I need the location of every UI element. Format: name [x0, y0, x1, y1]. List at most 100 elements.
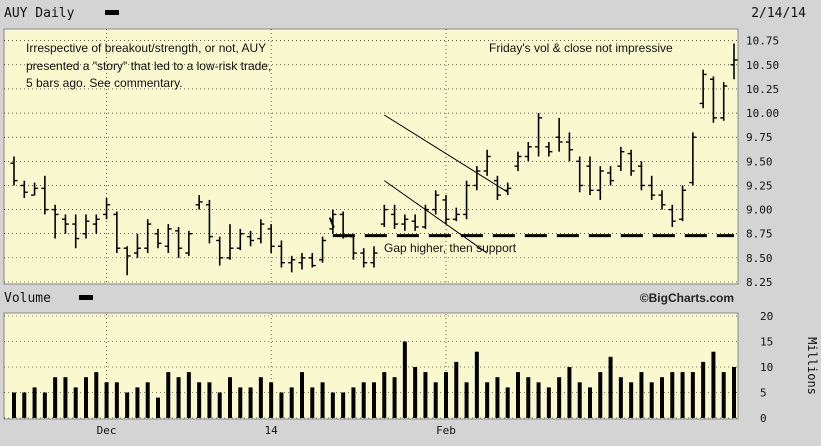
ohlc-bar — [679, 185, 687, 222]
gap-arrow-icon — [328, 217, 335, 229]
volume-bar — [526, 377, 531, 418]
ohlc-bar — [689, 132, 697, 186]
ohlc-bar — [82, 214, 90, 239]
volume-bar — [495, 377, 500, 418]
ohlc-bar — [709, 76, 717, 123]
volume-bar — [536, 382, 541, 418]
ohlc-bar — [298, 253, 306, 270]
volume-bar — [423, 372, 428, 418]
volume-bar — [156, 397, 160, 418]
volume-bar — [248, 387, 253, 418]
channel-lower-line — [383, 180, 488, 254]
volume-bar — [721, 372, 726, 418]
volume-bar — [269, 382, 274, 418]
volume-grid — [4, 314, 738, 419]
x-tick-label: Feb — [436, 424, 456, 437]
ohlc-bar — [555, 117, 563, 152]
volume-bar — [588, 387, 592, 418]
ohlc-bar — [391, 204, 399, 229]
volume-bar — [320, 382, 325, 418]
ohlc-bar — [154, 228, 162, 249]
volume-bar — [186, 372, 191, 418]
ohlc-bar — [236, 228, 244, 251]
volume-bar — [330, 392, 335, 418]
volume-bar — [711, 351, 716, 418]
ohlc-bar — [699, 69, 707, 109]
price-bars — [10, 43, 738, 276]
ohlc-bar — [103, 198, 111, 220]
price-y-axis: 10.75 10.50 10.25 10.00 9.75 9.50 9.25 9.00 8.75… — [746, 35, 779, 289]
ohlc-bar — [720, 82, 728, 121]
ohlc-bar — [247, 230, 255, 247]
ohlc-bar — [730, 43, 738, 80]
ohlc-bar — [185, 230, 193, 256]
volume-bar — [300, 372, 304, 418]
volume-bar — [464, 382, 469, 418]
ohlc-bar — [370, 246, 378, 268]
price-tick-label: 9.00 — [746, 204, 773, 217]
price-tick-label: 10.00 — [746, 107, 779, 120]
ohlc-bar — [545, 142, 553, 157]
volume-bar — [94, 372, 99, 418]
volume-bar — [42, 392, 47, 418]
ohlc-bar — [226, 224, 234, 260]
volume-bar — [32, 387, 37, 418]
ohlc-bar — [473, 166, 481, 191]
price-tick-label: 8.75 — [746, 228, 773, 241]
price-tick-label: 10.25 — [746, 83, 779, 96]
volume-legend-swatch — [79, 295, 93, 300]
price-tick-label: 8.50 — [746, 252, 773, 265]
ohlc-bar — [267, 224, 275, 254]
chart-date: 2/14/14 — [751, 6, 806, 21]
volume-bar — [608, 356, 613, 418]
story-annotation-line-2: presented a "story" that led to a low-ri… — [26, 59, 271, 73]
volume-bar — [135, 387, 140, 418]
ohlc-bar — [442, 195, 450, 225]
ohlc-bar — [195, 195, 203, 210]
volume-bar — [310, 387, 315, 418]
ohlc-bar — [483, 149, 491, 176]
volume-bar — [402, 341, 407, 418]
header-bar — [0, 0, 821, 28]
volume-bar — [485, 382, 490, 418]
volume-bar — [197, 382, 202, 418]
price-tick-label: 9.75 — [746, 131, 773, 144]
ohlc-bar — [61, 214, 69, 234]
story-annotation-line-1: Irrespective of breakout/strength, or no… — [26, 41, 266, 55]
ohlc-bar — [524, 142, 532, 162]
ohlc-bar — [432, 190, 440, 215]
price-overlays — [328, 114, 734, 254]
price-tick-label: 8.25 — [746, 276, 773, 289]
story-annotation-line-3: 5 bars ago. See commentary. — [26, 76, 183, 90]
title-legend-swatch — [105, 10, 119, 15]
ohlc-bar — [31, 182, 39, 196]
ohlc-bar — [360, 248, 368, 268]
volume-bar — [73, 387, 78, 418]
chart-title: AUY Daily — [4, 6, 75, 21]
ohlc-bar — [401, 214, 409, 231]
volume-bar — [84, 377, 88, 418]
volume-tick-label: 15 — [760, 336, 773, 349]
volume-bar — [22, 392, 27, 418]
ohlc-bar — [10, 156, 18, 186]
volume-bar — [618, 377, 623, 418]
ohlc-bar — [123, 246, 131, 276]
volume-bar — [361, 382, 366, 418]
volume-bar — [567, 367, 572, 418]
volume-bar — [145, 382, 150, 418]
ohlc-bar — [92, 214, 100, 234]
ohlc-bar — [308, 253, 316, 268]
volume-bar — [660, 377, 664, 418]
ohlc-bar — [586, 156, 594, 196]
ohlc-bar — [565, 132, 573, 162]
volume-bar — [279, 392, 284, 418]
price-tick-label: 9.25 — [746, 179, 773, 192]
ohlc-bar — [493, 175, 501, 200]
volume-bar — [104, 382, 109, 418]
ohlc-bar — [576, 156, 584, 193]
x-axis: Dec 14 Feb — [97, 424, 456, 437]
price-tick-label: 9.50 — [746, 155, 773, 168]
volume-bar — [690, 372, 695, 418]
volume-bars — [12, 341, 736, 418]
ohlc-bar — [257, 219, 265, 244]
